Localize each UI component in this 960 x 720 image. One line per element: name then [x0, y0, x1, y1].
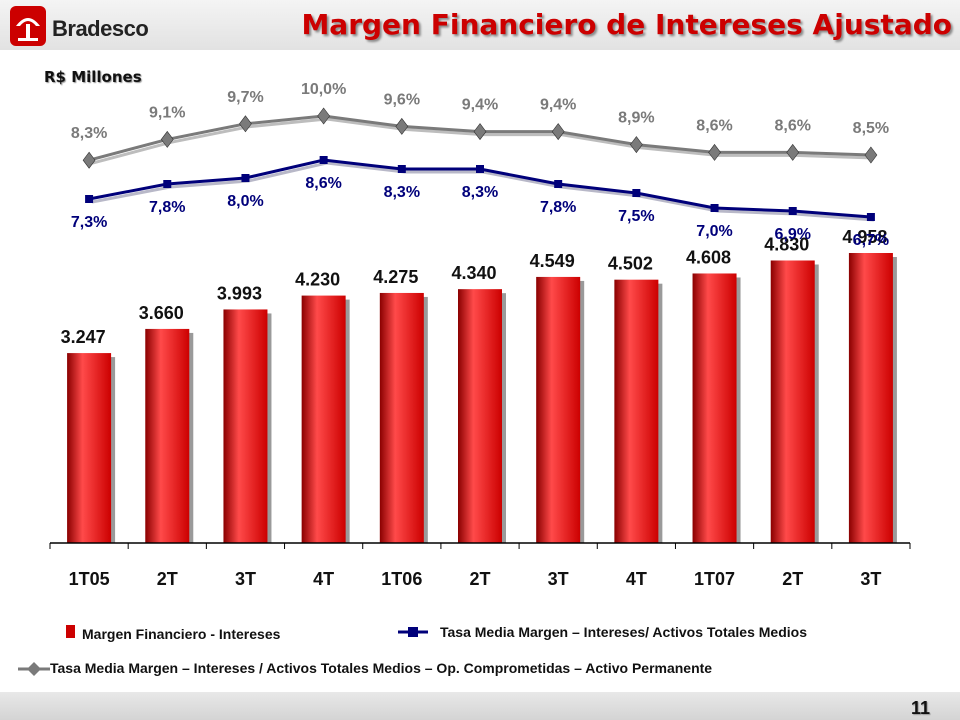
bar — [145, 328, 190, 543]
gray-marker — [864, 146, 878, 164]
bar — [379, 292, 424, 543]
bar-value-label: 4.549 — [530, 251, 575, 271]
gray-marker — [708, 143, 721, 161]
navy-value-label: 8,3% — [462, 184, 498, 201]
legend-navy-swatch — [398, 627, 428, 637]
gray-value-label: 9,6% — [384, 91, 420, 108]
bar-value-label: 4.958 — [842, 227, 887, 247]
x-tick-label: 3T — [548, 569, 569, 589]
x-tick-label: 4T — [313, 569, 334, 589]
legend-bar-swatch — [66, 625, 75, 638]
footer-band — [0, 692, 960, 720]
navy-marker — [476, 165, 484, 173]
bar-value-label: 4.830 — [764, 234, 809, 254]
gray-marker — [82, 151, 96, 169]
gray-value-label: 9,4% — [462, 97, 498, 114]
gray-value-label: 9,1% — [149, 104, 185, 121]
legend-gray-swatch — [18, 662, 50, 676]
x-tick-label: 2T — [469, 569, 490, 589]
bar — [536, 276, 581, 543]
gray-marker — [473, 123, 487, 141]
bar — [770, 260, 815, 543]
navy-value-label: 8,3% — [384, 184, 420, 201]
gray-marker — [786, 143, 800, 161]
bar-value-label: 4.230 — [295, 270, 340, 290]
header-band — [0, 0, 960, 50]
x-tick-label: 1T05 — [69, 569, 110, 589]
navy-value-label: 7,0% — [696, 223, 732, 240]
bar — [67, 353, 112, 543]
navy-marker — [241, 174, 250, 182]
bar — [223, 309, 268, 543]
gray-value-label: 9,7% — [227, 89, 263, 106]
chart-subtitle: R$ Millones — [44, 68, 142, 86]
navy-marker — [319, 156, 328, 164]
gray-value-label: 8,9% — [618, 110, 654, 127]
gray-marker — [239, 115, 252, 133]
x-tick-label: 2T — [782, 569, 803, 589]
navy-marker — [710, 204, 719, 212]
navy-value-label: 7,8% — [149, 199, 185, 216]
gray-value-label: 10,0% — [301, 81, 346, 98]
x-tick-label: 1T07 — [694, 569, 735, 589]
gray-value-label: 8,6% — [774, 117, 810, 134]
bar-value-label: 3.247 — [61, 327, 106, 347]
navy-marker — [788, 207, 797, 215]
bradesco-tree-icon — [10, 6, 46, 46]
bar — [848, 253, 893, 543]
navy-value-label: 8,6% — [305, 175, 341, 192]
x-tick-label: 1T06 — [381, 569, 422, 589]
gray-marker — [160, 130, 174, 148]
bar-value-label: 3.660 — [139, 303, 184, 323]
page-number: 11 — [910, 698, 930, 718]
navy-marker — [163, 180, 172, 188]
navy-marker — [554, 180, 563, 188]
gray-value-label: 8,3% — [71, 125, 107, 142]
legend-gray-label: Tasa Media Margen – Intereses / Activos … — [50, 660, 713, 676]
bar — [692, 273, 737, 543]
bar — [614, 279, 659, 543]
x-tick-label: 4T — [626, 569, 647, 589]
gray-value-label: 9,4% — [540, 97, 576, 114]
bar — [458, 289, 502, 543]
navy-marker — [397, 165, 406, 173]
bar — [301, 295, 346, 543]
bar-value-label: 4.502 — [608, 254, 653, 274]
x-tick-label: 3T — [235, 569, 256, 589]
navy-value-label: 6,9% — [774, 226, 810, 243]
gray-marker — [629, 136, 643, 154]
brand-name: Bradesco — [52, 16, 149, 41]
x-tick-label: 3T — [860, 569, 881, 589]
navy-marker — [866, 213, 875, 221]
navy-marker — [632, 189, 641, 197]
legend-navy-label: Tasa Media Margen – Intereses/ Activos T… — [440, 624, 807, 640]
navy-marker — [85, 195, 94, 203]
navy-value-label: 7,3% — [71, 214, 107, 231]
gray-value-label: 8,5% — [853, 120, 889, 137]
x-tick-label: 2T — [157, 569, 178, 589]
page-title: Margen Financiero de Intereses Ajustado — [301, 8, 952, 41]
gray-marker — [395, 117, 409, 135]
gray-marker — [551, 123, 565, 141]
navy-value-label: 8,0% — [227, 193, 263, 210]
bradesco-logo: Bradesco — [4, 4, 184, 48]
bar-value-label: 4.340 — [451, 263, 496, 283]
bar-value-label: 4.275 — [373, 267, 418, 287]
legend-bars-label: Margen Financiero - Intereses — [82, 626, 281, 642]
gray-value-label: 8,6% — [696, 117, 732, 134]
navy-value-label: 6,7% — [853, 232, 889, 249]
bar-value-label: 4.608 — [686, 247, 731, 267]
gray-marker — [317, 107, 331, 125]
navy-value-label: 7,5% — [618, 208, 654, 225]
bar-value-label: 3.993 — [217, 283, 262, 303]
navy-value-label: 7,8% — [540, 199, 576, 216]
